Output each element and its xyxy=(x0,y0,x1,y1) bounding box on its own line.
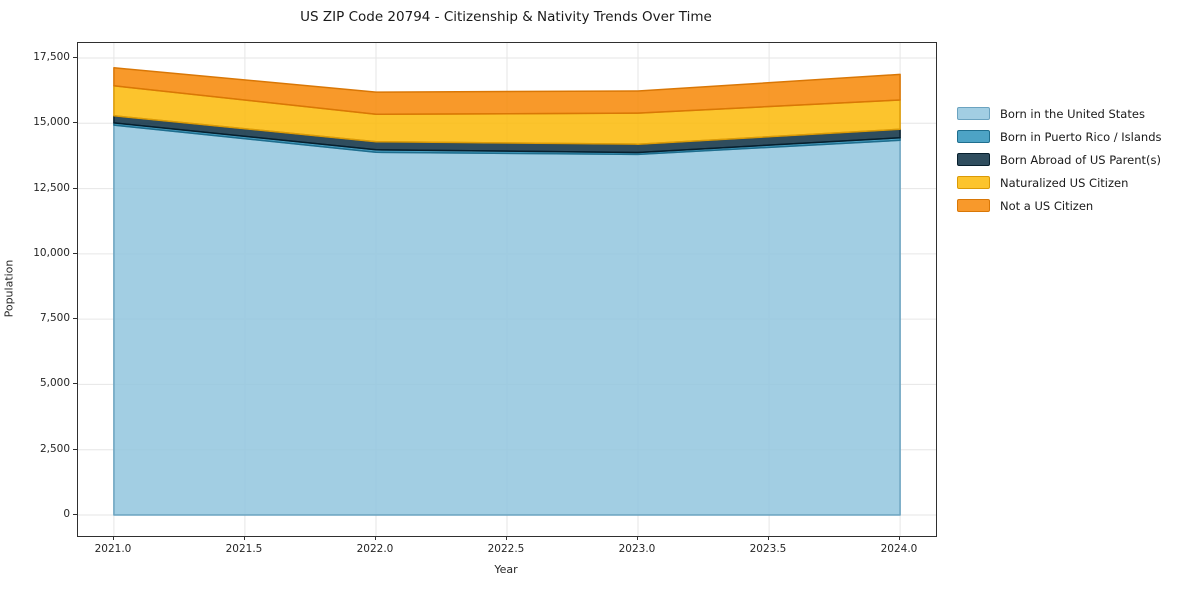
x-tick-label: 2024.0 xyxy=(880,543,918,555)
y-tick-mark xyxy=(73,57,77,58)
legend-item-born-abroad-of-us-parent-s: Born Abroad of US Parent(s) xyxy=(957,148,1162,171)
y-tick-mark xyxy=(73,253,77,254)
legend-label: Born in Puerto Rico / Islands xyxy=(1000,129,1162,144)
x-tick-mark xyxy=(637,536,638,540)
legend-label: Naturalized US Citizen xyxy=(1000,175,1129,190)
legend-swatch-not-a-us-citizen xyxy=(957,199,990,212)
legend-swatch-born-abroad-of-us-parent-s xyxy=(957,153,990,166)
y-tick-label: 15,000 xyxy=(33,116,70,129)
y-tick-mark xyxy=(73,318,77,319)
x-tick-label: 2021.5 xyxy=(225,543,263,555)
x-tick-mark xyxy=(768,536,769,540)
x-tick-mark xyxy=(899,536,900,540)
legend-swatch-born-in-puerto-rico-islands xyxy=(957,130,990,143)
x-tick-label: 2022.0 xyxy=(356,543,394,555)
plot-area xyxy=(77,42,937,537)
legend-label: Born Abroad of US Parent(s) xyxy=(1000,152,1161,167)
legend-item-born-in-puerto-rico-islands: Born in Puerto Rico / Islands xyxy=(957,125,1162,148)
legend-item-not-a-us-citizen: Not a US Citizen xyxy=(957,194,1162,217)
legend-item-born-in-the-united-states: Born in the United States xyxy=(957,102,1162,125)
y-tick-label: 0 xyxy=(63,508,70,520)
y-tick-label: 7,500 xyxy=(39,312,70,325)
x-tick-label: 2022.5 xyxy=(487,543,525,555)
x-tick-mark xyxy=(506,536,507,540)
y-tick-label: 5,000 xyxy=(39,377,70,390)
x-tick-label: 2023.5 xyxy=(749,543,787,555)
y-tick-label: 12,500 xyxy=(33,181,70,194)
x-tick-mark xyxy=(244,536,245,540)
y-tick-label: 17,500 xyxy=(33,50,70,63)
y-axis-title: Population xyxy=(2,259,16,318)
y-tick-mark xyxy=(73,514,77,515)
y-tick-label: 10,000 xyxy=(33,246,70,259)
x-tick-mark xyxy=(113,536,114,540)
legend-label: Not a US Citizen xyxy=(1000,198,1094,213)
area-born-in-the-united-states xyxy=(113,124,901,516)
y-tick-mark xyxy=(73,449,77,450)
y-tick-mark xyxy=(73,122,77,123)
area-not-a-us-citizen xyxy=(113,67,901,116)
y-tick-label: 2,500 xyxy=(39,442,70,455)
x-tick-label: 2023.0 xyxy=(618,543,656,555)
legend-swatch-naturalized-us-citizen xyxy=(957,176,990,189)
y-tick-mark xyxy=(73,383,77,384)
x-tick-label: 2021.0 xyxy=(94,543,132,555)
legend-swatch-born-in-the-united-states xyxy=(957,107,990,120)
legend: Born in the United States Born in Puerto … xyxy=(957,102,1162,217)
legend-item-naturalized-us-citizen: Naturalized US Citizen xyxy=(957,171,1162,194)
stacked-area-chart xyxy=(78,43,936,536)
chart-title: US ZIP Code 20794 - Citizenship & Nativi… xyxy=(300,9,712,25)
y-tick-mark xyxy=(73,188,77,189)
x-tick-mark xyxy=(375,536,376,540)
x-axis-title: Year xyxy=(494,563,518,576)
legend-label: Born in the United States xyxy=(1000,106,1145,121)
